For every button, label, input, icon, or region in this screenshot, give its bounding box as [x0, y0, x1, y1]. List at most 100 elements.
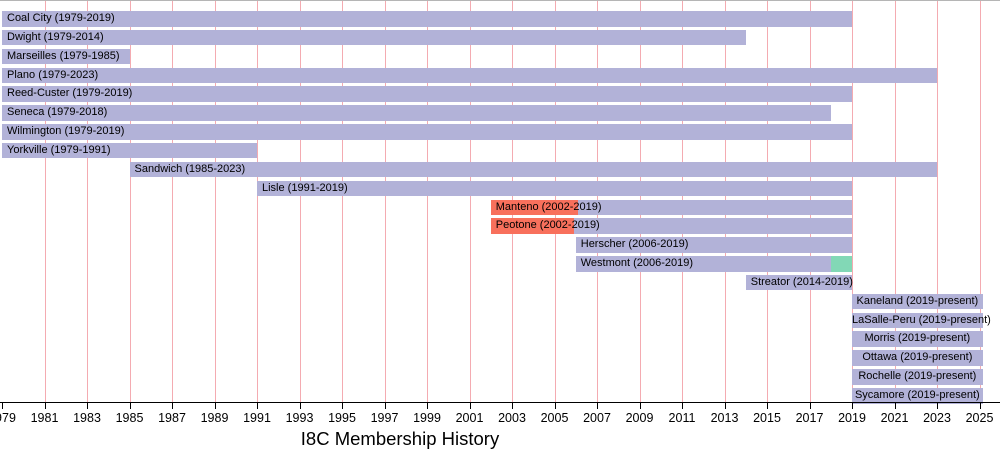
bar-label: Plano (1979-2023) — [7, 68, 99, 81]
gridline-1985 — [129, 1, 131, 403]
axis-tick-1993 — [299, 403, 301, 409]
axis-tick-label-2009: 2009 — [625, 411, 654, 425]
timeline-bar-reed-custer: Reed-Custer (1979-2019) — [2, 86, 852, 102]
gridline-1993 — [299, 1, 301, 403]
bar-label: Westmont (2006-2019) — [580, 257, 694, 270]
axis-tick-2015 — [767, 403, 768, 409]
timeline-bar-coal-city: Coal City (1979-2019) — [2, 11, 852, 27]
axis-tick-1997 — [384, 403, 386, 409]
gridline-2021 — [894, 1, 896, 403]
axis-tick-2007 — [597, 403, 598, 409]
bar-segment-member — [852, 293, 983, 310]
axis-tick-label-2019: 2019 — [838, 411, 866, 425]
gridline-2025 — [979, 1, 981, 403]
gridline-2023 — [937, 1, 938, 403]
axis-tick-label-2005: 2005 — [540, 411, 569, 425]
timeline-bar-lasalle-peru: LaSalle-Peru (2019-present) — [852, 312, 991, 329]
bar-segment-member — [852, 388, 983, 404]
axis-tick-2001 — [469, 403, 471, 409]
axis-tick-label-2007: 2007 — [583, 411, 611, 425]
plot-area: Coal City (1979-2019) Dwight (1979-2014) M… — [0, 0, 1000, 404]
bar-label: Yorkville (1979-1991) — [7, 143, 111, 156]
bar-label: Morris (2019-present) — [864, 332, 971, 345]
timeline-bar-rochelle: Rochelle (2019-present) — [852, 369, 983, 385]
gridline-2019 — [852, 1, 853, 403]
timeline-bar-herscher: Herscher (2006-2019) — [575, 237, 852, 253]
timeline-bar-wilmington: Wilmington (1979-2019) — [2, 124, 852, 140]
timeline-bar-westmont: Westmont (2006-2019) — [575, 256, 852, 272]
bar-label: Lisle (1991-2019) — [262, 181, 348, 194]
timeline-bar-seneca: Seneca (1979-2018) — [2, 105, 831, 121]
axis-tick-2019 — [852, 403, 853, 409]
timeline-bar-kaneland: Kaneland (2019-present) — [852, 293, 983, 310]
axis-tick-label-1979: 1979 — [0, 411, 16, 425]
gridline-1991 — [257, 1, 258, 403]
bar-segment-member — [852, 350, 983, 366]
timeline-bar-dwight: Dwight (1979-2014) — [2, 29, 746, 46]
axis-tick-2017 — [809, 403, 811, 409]
axis-tick-label-2003: 2003 — [498, 411, 526, 425]
timeline-bar-lisle: Lisle (1991-2019) — [257, 180, 852, 197]
bar-segment-member — [577, 199, 852, 215]
axis-tick-label-1989: 1989 — [200, 411, 229, 425]
timeline-bar-manteno: Manteno (2002-2019) — [490, 199, 852, 215]
axis-tick-label-1997: 1997 — [370, 411, 399, 425]
bar-segment-member — [2, 86, 852, 102]
bar-segment-alt_early — [490, 218, 574, 234]
bar-label: Coal City (1979-2019) — [7, 12, 115, 24]
axis-tick-1979 — [2, 403, 3, 409]
bar-segment-member — [573, 218, 852, 234]
gridline-1981 — [44, 1, 46, 403]
bar-label: Kaneland (2019-present) — [856, 294, 979, 307]
bar-segment-member — [2, 67, 937, 84]
timeline-bar-yorkville: Yorkville (1979-1991) — [2, 142, 257, 159]
bar-label: Manteno (2002-2019) — [495, 200, 602, 213]
axis-tick-2005 — [554, 403, 556, 409]
axis-tick-2021 — [894, 403, 896, 409]
bar-label: Peotone (2002-2019) — [495, 219, 600, 232]
axis-tick-2025 — [979, 403, 981, 409]
bar-label: Wilmington (1979-2019) — [7, 125, 125, 138]
timeline-bar-marseilles: Marseilles (1979-1985) — [2, 48, 130, 65]
axis-tick-label-2001: 2001 — [455, 411, 484, 425]
bar-label: LaSalle-Peru (2019-present) — [852, 313, 991, 326]
timeline-bar-streator: Streator (2014-2019) — [745, 274, 853, 291]
x-axis-line — [0, 402, 1000, 403]
bar-segment-alt_final — [830, 256, 852, 272]
axis-tick-1981 — [44, 403, 46, 409]
bar-segment-member — [129, 161, 937, 178]
axis-tick-1987 — [172, 403, 173, 409]
axis-tick-2013 — [724, 403, 726, 409]
axis-tick-label-1987: 1987 — [158, 411, 186, 425]
axis-tick-1989 — [214, 403, 216, 409]
axis-tick-1995 — [342, 403, 343, 409]
chart-title: I8C Membership History — [300, 428, 500, 449]
bar-segment-member — [2, 124, 852, 140]
bar-label: Sycamore (2019-present) — [854, 389, 980, 401]
bar-label: Herscher (2006-2019) — [580, 238, 689, 251]
bar-segment-member — [2, 11, 852, 27]
axis-tick-2003 — [512, 403, 513, 409]
gridline-1983 — [87, 1, 88, 403]
bar-segment-member — [2, 142, 257, 159]
axis-tick-label-1999: 1999 — [413, 411, 441, 425]
axis-tick-1983 — [87, 403, 88, 409]
timeline-bar-morris: Morris (2019-present) — [852, 331, 983, 347]
bar-segment-member — [745, 274, 852, 291]
gridline-1987 — [172, 1, 173, 403]
axis-tick-label-1983: 1983 — [73, 411, 101, 425]
bar-label: Marseilles (1979-1985) — [7, 49, 120, 62]
axis-tick-1985 — [129, 403, 131, 409]
bar-label: Rochelle (2019-present) — [858, 370, 977, 383]
axis-tick-label-2011: 2011 — [668, 411, 696, 425]
axis-tick-2009 — [639, 403, 641, 409]
bar-segment-member — [257, 180, 852, 197]
bar-segment-alt_early — [490, 199, 578, 215]
bar-label: Dwight (1979-2014) — [7, 30, 104, 43]
axis-tick-label-2023: 2023 — [923, 411, 951, 425]
axis-tick-label-2015: 2015 — [753, 411, 781, 425]
bar-segment-member — [852, 312, 983, 329]
axis-tick-label-1985: 1985 — [115, 411, 144, 425]
axis-tick-label-2013: 2013 — [710, 411, 739, 425]
gridline-1995 — [342, 1, 343, 403]
